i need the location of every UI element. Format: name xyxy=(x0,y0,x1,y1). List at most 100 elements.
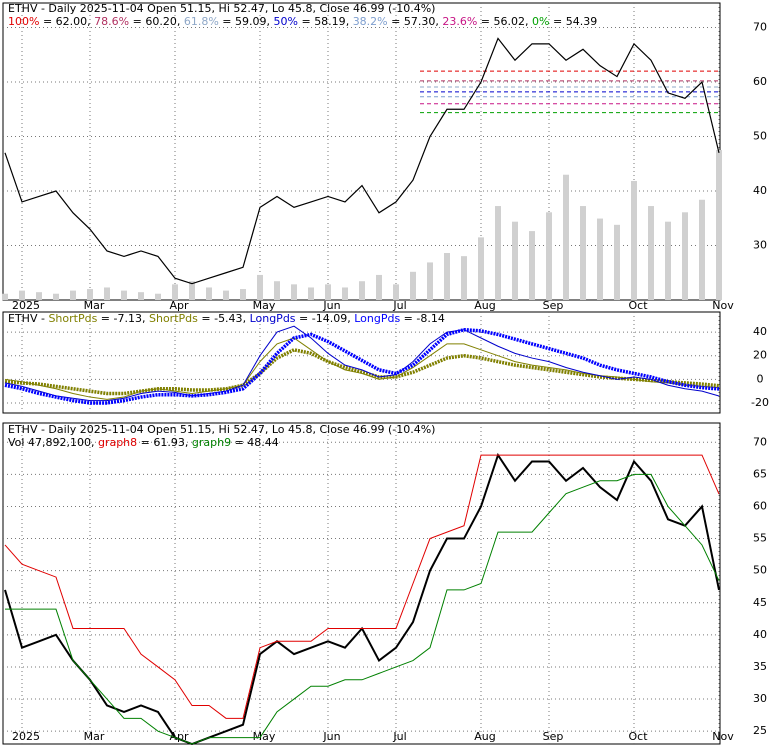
signal-panel xyxy=(2,422,721,745)
x-tick-label: May xyxy=(253,299,276,312)
volume-bar xyxy=(716,150,722,300)
volume-bar xyxy=(444,253,450,300)
y-tick-label: 35 xyxy=(753,660,767,673)
legend-item: 59.09 xyxy=(235,15,267,28)
x-tick-label: Apr xyxy=(169,299,189,312)
x-tick-label: May xyxy=(253,730,276,743)
price-panel xyxy=(2,2,721,301)
legend-item: -7.13 xyxy=(114,312,142,325)
y-tick-label: 65 xyxy=(753,467,767,480)
legend-item: -8.14 xyxy=(416,312,444,325)
legend-item: 60.20 xyxy=(145,15,177,28)
x-tick-label: Mar xyxy=(84,730,105,743)
legend-item: 61.93 xyxy=(153,436,185,449)
y-tick-label: 40 xyxy=(753,628,767,641)
legend-item: ETHV - xyxy=(8,312,45,325)
x-tick-label: Nov xyxy=(712,730,734,743)
y-tick-label: 60 xyxy=(753,499,767,512)
legend-item: 62.00 xyxy=(56,15,88,28)
volume-bar xyxy=(597,218,603,300)
series-line xyxy=(4,37,720,285)
volume-bar xyxy=(342,287,348,300)
legend-item: ShortPds xyxy=(149,312,198,325)
volume-bar xyxy=(172,284,178,300)
volume-bar xyxy=(699,199,705,300)
panel-title: ETHV - Daily 2025-11-04 Open 51.15, Hi 5… xyxy=(8,2,435,15)
y-tick-label: 40 xyxy=(753,325,767,338)
y-tick-label: 50 xyxy=(753,130,767,143)
y-tick-label: 30 xyxy=(753,692,767,705)
series-line xyxy=(5,473,720,745)
volume-bar xyxy=(376,274,382,300)
series-line xyxy=(4,454,720,719)
legend-item: 100% xyxy=(8,15,39,28)
x-tick-label: Jun xyxy=(322,299,340,312)
volume-bar xyxy=(410,271,416,300)
volume-bar xyxy=(427,262,433,300)
x-tick-label: Apr xyxy=(169,730,189,743)
legend: ETHV - ShortPds = -7.13, ShortPds = -5.4… xyxy=(8,312,445,325)
volume-bar xyxy=(359,281,365,300)
volume-bar xyxy=(223,290,229,300)
legend-item: graph8 xyxy=(98,436,137,449)
y-tick-label: 30 xyxy=(753,239,767,252)
volume-bar xyxy=(478,237,484,300)
y-tick-label: 25 xyxy=(753,724,767,737)
series-line xyxy=(4,325,720,402)
indicator-panel xyxy=(2,311,721,414)
series-line xyxy=(4,327,720,405)
y-tick-label: 20 xyxy=(753,349,767,362)
volume-bar xyxy=(580,206,586,300)
y-tick-label: 50 xyxy=(753,564,767,577)
x-tick-label: Oct xyxy=(628,299,648,312)
panel-title: ETHV - Daily 2025-11-04 Open 51.15, Hi 5… xyxy=(8,423,435,436)
volume-bar xyxy=(648,206,654,300)
volume-bar xyxy=(665,221,671,300)
volume-bar xyxy=(563,174,569,300)
legend-item: ShortPds xyxy=(48,312,97,325)
legend-item: 50% xyxy=(274,15,298,28)
y-tick-label: 0 xyxy=(757,372,764,385)
x-tick-label: Mar xyxy=(84,299,105,312)
volume-bar xyxy=(308,287,314,300)
volume-bar xyxy=(682,212,688,300)
y-tick-label: 70 xyxy=(753,435,767,448)
x-tick-label: Nov xyxy=(712,299,734,312)
legend-item: 54.39 xyxy=(566,15,598,28)
legend-item: 48.44 xyxy=(247,436,279,449)
x-tick-label: Sep xyxy=(543,299,564,312)
y-tick-label: 70 xyxy=(753,21,767,34)
y-tick-label: 45 xyxy=(753,596,767,609)
volume-bar xyxy=(274,281,280,300)
volume-bar xyxy=(87,289,93,300)
legend-item: graph9 xyxy=(192,436,231,449)
legend-item: 38.2% xyxy=(353,15,388,28)
x-tick-label: Jun xyxy=(322,730,340,743)
volume-bar xyxy=(36,292,42,300)
x-tick-label: Aug xyxy=(474,299,495,312)
volume-bar xyxy=(546,212,552,300)
x-tick-label: 2025 xyxy=(12,299,40,312)
legend-item: 23.6% xyxy=(442,15,477,28)
legend-item: 56.02 xyxy=(494,15,526,28)
volume-bar xyxy=(121,290,127,300)
series-line xyxy=(4,452,720,745)
volume-bar xyxy=(206,287,212,300)
volume-bar xyxy=(53,293,59,300)
series-line xyxy=(4,347,720,396)
volume-bar xyxy=(2,293,8,300)
volume-bar xyxy=(19,290,25,300)
volume-bar xyxy=(495,206,501,300)
legend-item: 61.8% xyxy=(184,15,219,28)
x-tick-label: Sep xyxy=(543,730,564,743)
volume-bar xyxy=(257,274,263,300)
legend-item: LongPds xyxy=(250,312,296,325)
volume-bar xyxy=(138,292,144,300)
volume-bar xyxy=(291,284,297,300)
x-tick-label: Jul xyxy=(392,730,406,743)
legend: 100% = 62.00, 78.6% = 60.20, 61.8% = 59.… xyxy=(8,15,597,28)
y-tick-label: 60 xyxy=(753,75,767,88)
volume-bar xyxy=(512,221,518,300)
volume-bar xyxy=(461,256,467,300)
